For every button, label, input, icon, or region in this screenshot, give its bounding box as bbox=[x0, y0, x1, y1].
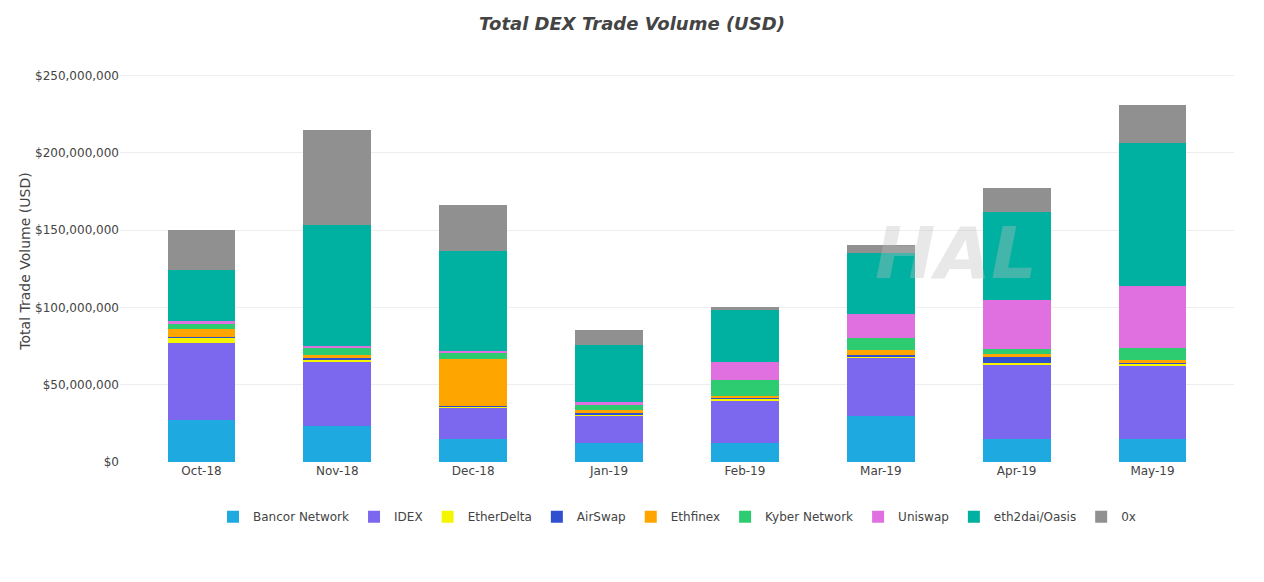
svg-text:Oct-18: Oct-18 bbox=[181, 464, 221, 478]
svg-text:Apr-19: Apr-19 bbox=[997, 464, 1037, 478]
svg-text:Ethfinex: Ethfinex bbox=[671, 510, 720, 524]
svg-text:$100,000,000: $100,000,000 bbox=[35, 301, 119, 315]
svg-text:IDEX: IDEX bbox=[394, 510, 423, 524]
svg-text:Jan-19: Jan-19 bbox=[589, 464, 628, 478]
svg-text:Nov-18: Nov-18 bbox=[316, 464, 359, 478]
svg-text:Total Trade Volume (USD): Total Trade Volume (USD) bbox=[17, 172, 33, 350]
svg-text:HAL: HAL bbox=[875, 211, 1037, 295]
svg-text:$50,000,000: $50,000,000 bbox=[43, 378, 119, 392]
svg-text:Mar-19: Mar-19 bbox=[860, 464, 901, 478]
svg-text:Kyber Network: Kyber Network bbox=[765, 510, 853, 524]
svg-text:Uniswap: Uniswap bbox=[898, 510, 949, 524]
svg-text:Total DEX Trade Volume (USD): Total DEX Trade Volume (USD) bbox=[479, 13, 785, 34]
svg-text:Feb-19: Feb-19 bbox=[725, 464, 766, 478]
svg-text:$250,000,000: $250,000,000 bbox=[35, 69, 119, 83]
svg-text:$0: $0 bbox=[104, 455, 119, 469]
svg-text:$150,000,000: $150,000,000 bbox=[35, 223, 119, 237]
svg-text:May-19: May-19 bbox=[1130, 464, 1174, 478]
svg-text:EtherDelta: EtherDelta bbox=[468, 510, 532, 524]
svg-text:Bancor Network: Bancor Network bbox=[253, 510, 349, 524]
svg-text:AirSwap: AirSwap bbox=[577, 510, 626, 524]
svg-text:Dec-18: Dec-18 bbox=[452, 464, 495, 478]
svg-text:eth2dai/Oasis: eth2dai/Oasis bbox=[994, 510, 1076, 524]
svg-text:0x: 0x bbox=[1121, 510, 1136, 524]
svg-text:$200,000,000: $200,000,000 bbox=[35, 146, 119, 160]
